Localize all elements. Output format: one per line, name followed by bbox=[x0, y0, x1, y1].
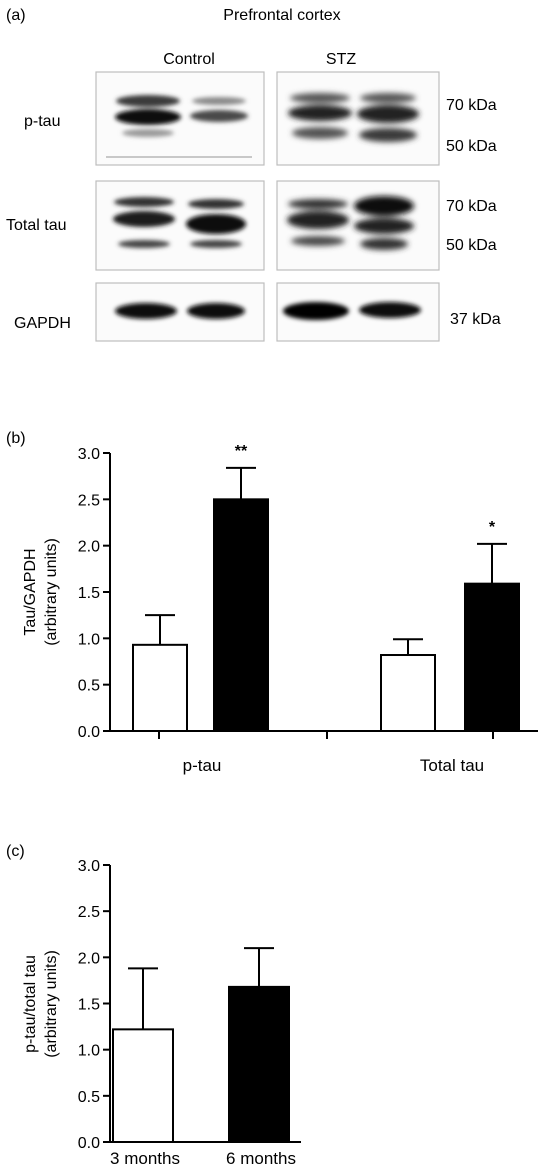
chart-b-ylabel-line1: Tau/GAPDH bbox=[22, 548, 39, 635]
chart-b-ylabel-line2: (arbitrary units) bbox=[43, 538, 60, 646]
marker-gapdh-37: 37 kDa bbox=[450, 311, 501, 328]
row-label-ptau: p-tau bbox=[24, 113, 60, 130]
chart-b-significance-0: ** bbox=[235, 443, 248, 460]
chart-b-x-label-0: p-tau bbox=[183, 756, 222, 775]
chart-b-x-label-1: Total tau bbox=[420, 756, 484, 775]
chart-c-y-tick-label-3: 1.5 bbox=[78, 997, 100, 1014]
chart-c-y-tick-label-6: 3.0 bbox=[78, 858, 100, 875]
bands-gapdh bbox=[115, 302, 421, 320]
chart-c-bar-1 bbox=[228, 985, 290, 1143]
chart-b-y-tick-label-2: 1.0 bbox=[78, 631, 100, 648]
panel-a-label: (a) bbox=[6, 7, 26, 24]
chart-c-x-label-0: 3 months bbox=[110, 1149, 180, 1168]
chart-b-significance-1: * bbox=[489, 519, 496, 536]
chart-b-y-tick-label-0: 0.0 bbox=[78, 724, 100, 741]
chart-b-y-tick-label-3: 1.5 bbox=[78, 585, 100, 602]
bands-ptau-stz bbox=[288, 93, 419, 142]
chart-c-bar-0 bbox=[112, 1028, 174, 1144]
bands-total-control bbox=[113, 197, 246, 248]
group-label-control: Control bbox=[163, 51, 215, 68]
panel-b: (b) Tau/GAPDH (arbitrary units) 0.0 0.5 1.… bbox=[6, 430, 538, 775]
group-label-stz: STZ bbox=[326, 51, 356, 68]
chart-c-x-label-1: 6 months bbox=[226, 1149, 296, 1168]
chart-c-y-tick-label-4: 2.0 bbox=[78, 950, 100, 967]
marker-ptau-50: 50 kDa bbox=[446, 138, 497, 155]
chart-b-y-tick-label-1: 0.5 bbox=[78, 678, 100, 695]
chart-c-ylabel-line2: (arbitrary units) bbox=[43, 950, 60, 1058]
panel-b-label: (b) bbox=[6, 430, 26, 447]
chart-b-y-tick-label-6: 3.0 bbox=[78, 446, 100, 463]
chart-c-y-tick-label-0: 0.0 bbox=[78, 1135, 100, 1152]
chart-c-y-tick-label-1: 0.5 bbox=[78, 1089, 100, 1106]
row-label-gapdh: GAPDH bbox=[14, 315, 71, 332]
marker-ptau-70: 70 kDa bbox=[446, 97, 497, 114]
chart-b-plot: 0.00.51.01.52.02.53.0 ***p-tau Total tau bbox=[78, 443, 538, 775]
chart-b-bar-0-0 bbox=[132, 643, 188, 733]
panel-a: (a) Prefrontal cortex Control STZ p-tau … bbox=[6, 7, 501, 342]
bands-total-stz bbox=[287, 196, 414, 250]
chart-b-bar-1-1 bbox=[464, 582, 520, 732]
chart-b-bar-0-1 bbox=[213, 498, 269, 733]
chart-c-plot: 0.0 0.5 1.0 1.5 2.0 2.5 3.0 3 months 6 months bbox=[78, 858, 301, 1168]
marker-total-70: 70 kDa bbox=[446, 198, 497, 215]
row-label-total-tau: Total tau bbox=[6, 217, 66, 234]
chart-c-y-tick-label-2: 1.0 bbox=[78, 1043, 100, 1060]
panel-c-label: (c) bbox=[6, 843, 25, 860]
chart-c-ylabel-line1: p-tau/total tau bbox=[22, 955, 39, 1053]
chart-b-y-tick-label-5: 2.5 bbox=[78, 492, 100, 509]
marker-total-50: 50 kDa bbox=[446, 237, 497, 254]
chart-b-y-tick-label-4: 2.0 bbox=[78, 539, 100, 556]
panel-a-title: Prefrontal cortex bbox=[223, 7, 340, 24]
chart-b-bar-1-0 bbox=[380, 654, 436, 732]
chart-c-y-tick-label-5: 2.5 bbox=[78, 904, 100, 921]
panel-c: (c) p-tau/total tau (arbitrary units) 0.… bbox=[6, 843, 301, 1168]
bands-ptau-control bbox=[115, 95, 248, 137]
